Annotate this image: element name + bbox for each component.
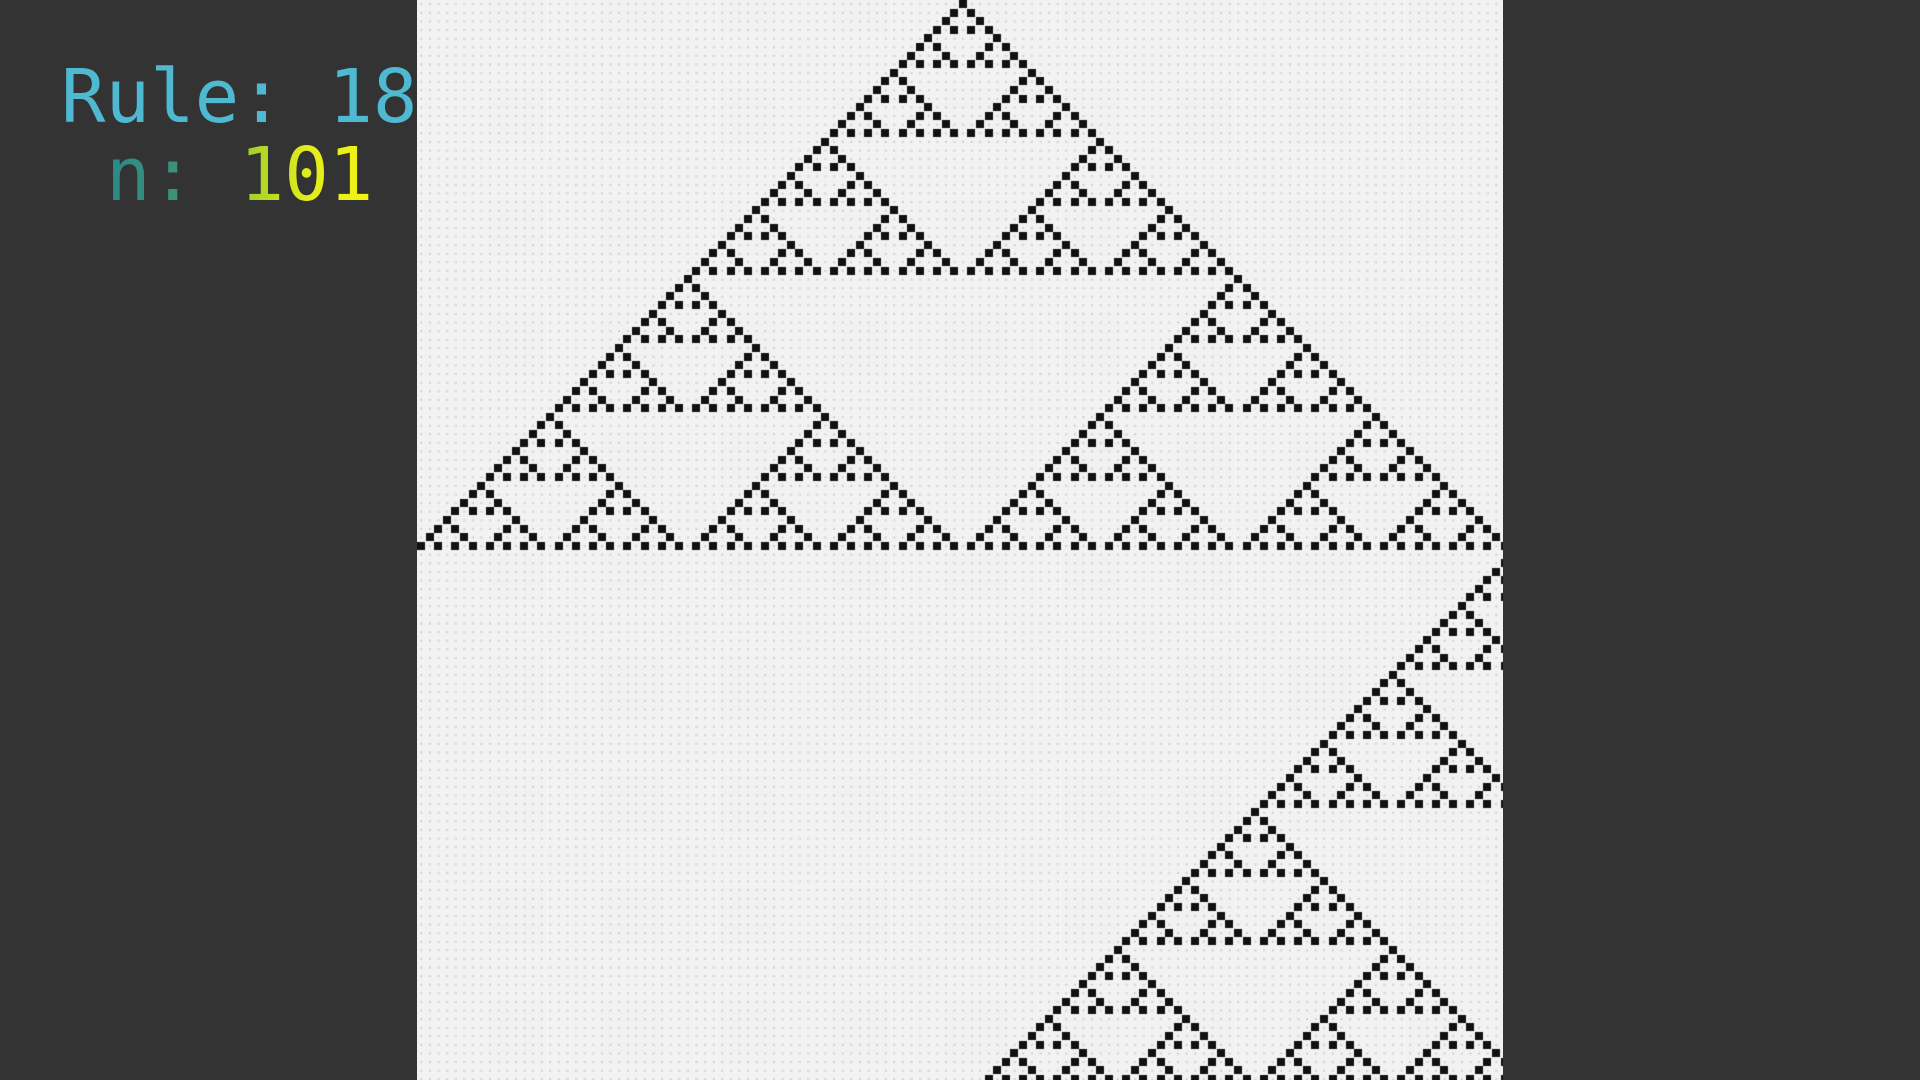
rule-value: 18: [328, 54, 418, 140]
automaton-canvas[interactable]: [417, 0, 1503, 1080]
n-label: n:: [106, 132, 240, 218]
rule-readout: Rule: 18: [40, 58, 420, 136]
info-panel: Rule: 18 n: 101: [40, 58, 420, 214]
rule-label: Rule:: [61, 54, 329, 140]
n-value: 101: [239, 132, 374, 218]
generation-readout: n: 101: [40, 136, 420, 214]
